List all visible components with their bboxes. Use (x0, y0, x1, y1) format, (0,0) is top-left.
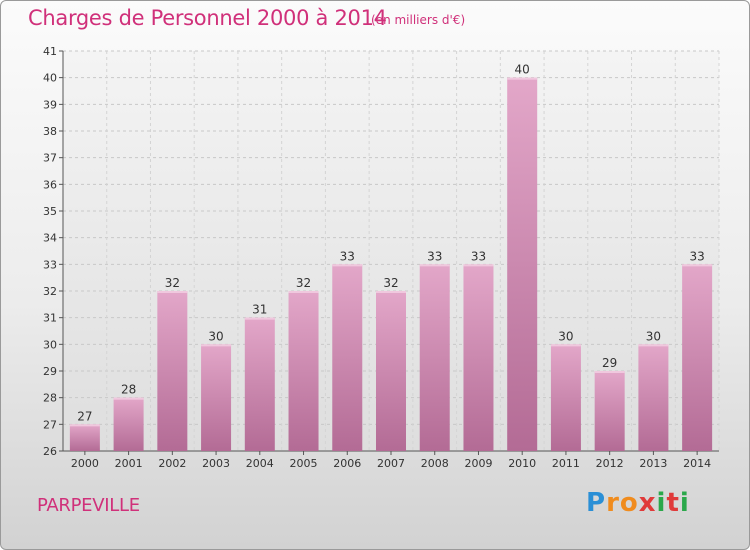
bar-highlight (113, 397, 144, 400)
proxiti-logo: Proxiti (586, 488, 690, 518)
bar-value-label: 32 (165, 276, 180, 290)
y-tick-label: 27 (43, 418, 57, 431)
x-tick-label: 2010 (508, 457, 536, 470)
bar-highlight (682, 264, 713, 267)
logo-letter: r (606, 488, 620, 518)
x-tick-label: 2002 (158, 457, 186, 470)
bar-value-label: 31 (252, 303, 267, 317)
bar (594, 371, 625, 451)
x-tick-label: 2009 (464, 457, 492, 470)
bar-highlight (594, 371, 625, 373)
x-tick-label: 2014 (683, 457, 711, 470)
y-tick-label: 32 (43, 285, 57, 298)
x-tick-label: 2007 (377, 457, 405, 470)
bar (419, 264, 450, 451)
logo-letter: i (656, 488, 667, 518)
bar (244, 317, 275, 451)
bar (113, 397, 144, 451)
y-tick-label: 37 (43, 152, 57, 165)
bar-highlight (419, 264, 450, 267)
bar-highlight (550, 344, 581, 347)
y-tick-label: 40 (43, 72, 57, 85)
x-tick-label: 2006 (333, 457, 361, 470)
x-tick-label: 2003 (202, 457, 230, 470)
x-tick-label: 2011 (552, 457, 580, 470)
bar (332, 264, 363, 451)
bar-highlight (201, 344, 232, 347)
bar-value-label: 29 (602, 356, 617, 370)
x-tick-label: 2013 (639, 457, 667, 470)
logo-letter: P (586, 488, 607, 518)
x-tick-label: 2005 (290, 457, 318, 470)
bar (638, 344, 669, 451)
bar-value-label: 33 (471, 249, 486, 263)
bar-value-label: 40 (515, 63, 530, 77)
y-tick-label: 26 (43, 445, 57, 458)
logo-letter: t (666, 488, 680, 518)
x-tick-label: 2000 (71, 457, 99, 470)
bar-highlight (288, 291, 319, 293)
x-tick-label: 2001 (115, 457, 143, 470)
bar (682, 264, 713, 451)
y-tick-label: 36 (43, 178, 57, 191)
y-tick-label: 39 (43, 98, 57, 111)
bar-value-label: 28 (121, 383, 136, 397)
chart-subtitle: (en milliers d'€) (371, 13, 466, 27)
bar-highlight (157, 291, 188, 293)
bar (201, 344, 232, 451)
y-tick-label: 33 (43, 258, 57, 271)
y-tick-label: 31 (43, 312, 57, 325)
bar (376, 291, 406, 451)
y-tick-label: 34 (43, 232, 57, 245)
bar-value-label: 33 (689, 249, 704, 263)
bar-value-label: 30 (646, 329, 661, 343)
y-tick-label: 38 (43, 125, 57, 138)
y-tick-label: 41 (43, 45, 57, 58)
y-tick-label: 29 (43, 365, 57, 378)
bar-highlight (69, 424, 100, 427)
x-tick-label: 2008 (421, 457, 449, 470)
bar (507, 77, 538, 452)
bar-value-label: 33 (427, 249, 442, 263)
logo-letter: x (638, 488, 657, 518)
bar-value-label: 30 (208, 329, 223, 343)
city-name: PARPEVILLE (37, 495, 140, 516)
bar (69, 424, 100, 451)
y-tick-label: 35 (43, 205, 57, 218)
y-tick-label: 28 (43, 392, 57, 405)
logo-letter: i (679, 488, 690, 518)
bar (288, 291, 319, 451)
bar-value-label: 32 (383, 276, 398, 290)
bar (550, 344, 581, 451)
bar-value-label: 32 (296, 276, 311, 290)
bar-highlight (332, 264, 363, 267)
x-tick-label: 2004 (246, 457, 274, 470)
chart-title: Charges de Personnel 2000 à 2014 (28, 6, 387, 30)
logo-letter: o (619, 488, 639, 518)
y-tick-label: 30 (43, 338, 57, 351)
x-tick-label: 2012 (596, 457, 624, 470)
bar-highlight (376, 291, 406, 293)
bar-highlight (638, 344, 669, 347)
bar (157, 291, 188, 451)
bar-highlight (463, 264, 494, 267)
bar-value-label: 27 (77, 409, 92, 423)
bar-value-label: 33 (340, 249, 355, 263)
bar-value-label: 30 (558, 329, 573, 343)
bar-highlight (507, 77, 538, 80)
bar (463, 264, 494, 451)
bar-highlight (244, 317, 275, 320)
